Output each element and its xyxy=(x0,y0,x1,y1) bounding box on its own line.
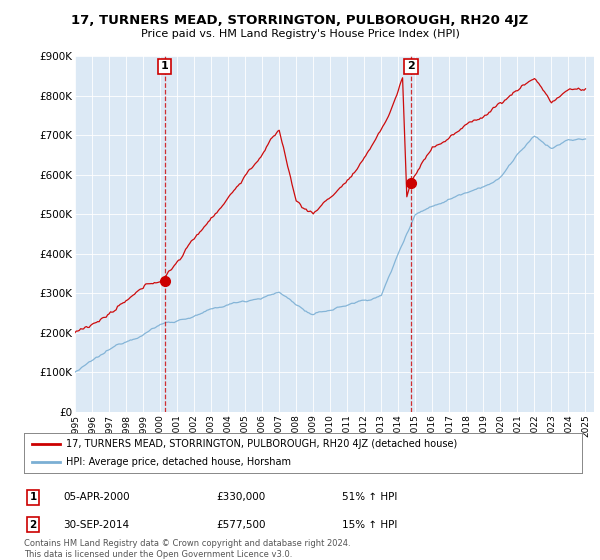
Text: 1: 1 xyxy=(161,62,169,71)
Text: £330,000: £330,000 xyxy=(216,492,265,502)
Text: 51% ↑ HPI: 51% ↑ HPI xyxy=(342,492,397,502)
Text: 2: 2 xyxy=(29,520,37,530)
Text: Contains HM Land Registry data © Crown copyright and database right 2024.
This d: Contains HM Land Registry data © Crown c… xyxy=(24,539,350,559)
Text: 2: 2 xyxy=(407,62,415,71)
Text: HPI: Average price, detached house, Horsham: HPI: Average price, detached house, Hors… xyxy=(66,458,291,467)
Text: 30-SEP-2014: 30-SEP-2014 xyxy=(63,520,129,530)
Text: 17, TURNERS MEAD, STORRINGTON, PULBOROUGH, RH20 4JZ: 17, TURNERS MEAD, STORRINGTON, PULBOROUG… xyxy=(71,14,529,27)
Text: 15% ↑ HPI: 15% ↑ HPI xyxy=(342,520,397,530)
Text: £577,500: £577,500 xyxy=(216,520,265,530)
Text: 05-APR-2000: 05-APR-2000 xyxy=(63,492,130,502)
Text: 1: 1 xyxy=(29,492,37,502)
Text: Price paid vs. HM Land Registry's House Price Index (HPI): Price paid vs. HM Land Registry's House … xyxy=(140,29,460,39)
Text: 17, TURNERS MEAD, STORRINGTON, PULBOROUGH, RH20 4JZ (detached house): 17, TURNERS MEAD, STORRINGTON, PULBOROUG… xyxy=(66,439,457,449)
